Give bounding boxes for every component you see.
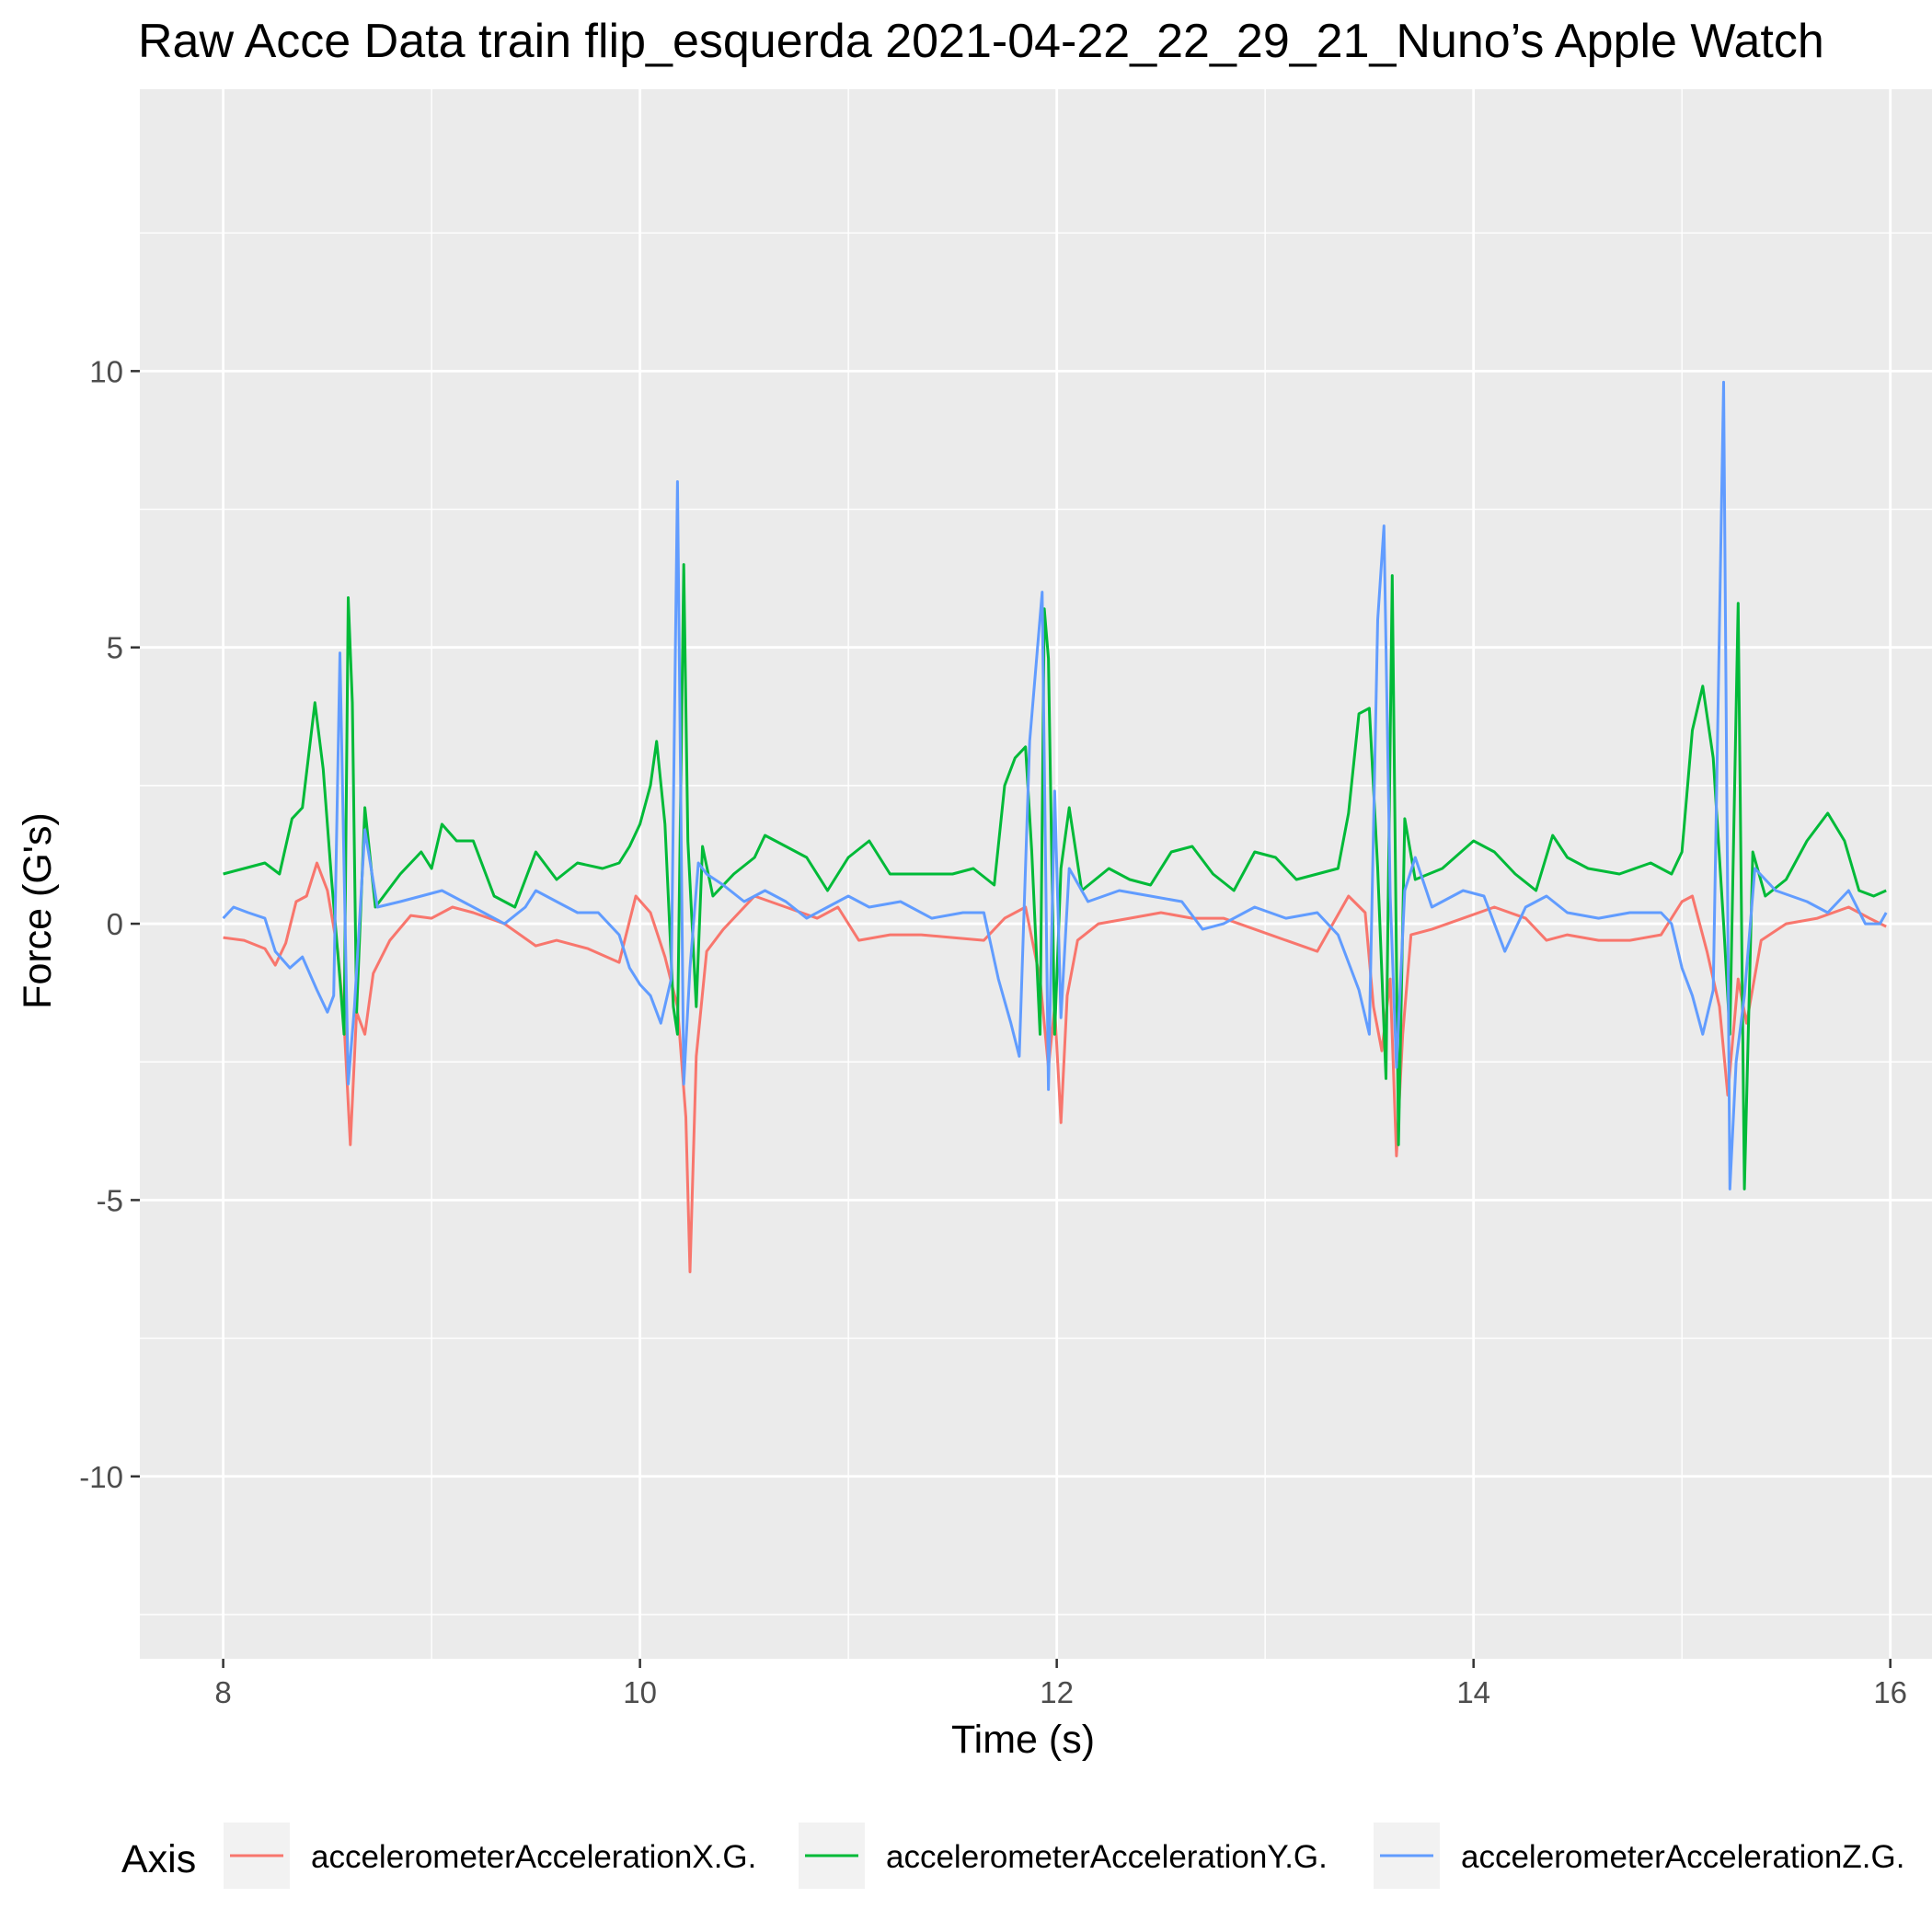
grid-minor-lines bbox=[140, 89, 1932, 1659]
plot-panel bbox=[140, 89, 1932, 1659]
legend-label: accelerometerAccelerationY.G. bbox=[886, 1839, 1328, 1875]
legend-label: accelerometerAccelerationZ.G. bbox=[1461, 1839, 1904, 1875]
y-tick-label: -5 bbox=[97, 1183, 123, 1217]
y-tick-label: 10 bbox=[89, 354, 123, 388]
x-tick-label: 16 bbox=[1873, 1675, 1907, 1709]
series-layer bbox=[222, 380, 1888, 1273]
legend-label: accelerometerAccelerationX.G. bbox=[311, 1839, 756, 1875]
legend: Axis accelerometerAccelerationX.G. accele… bbox=[121, 1823, 1904, 1889]
x-tick-label: 12 bbox=[1040, 1675, 1074, 1709]
x-axis-title: Time (s) bbox=[951, 1718, 1095, 1762]
x-tick-label: 10 bbox=[623, 1675, 657, 1709]
legend-title: Axis bbox=[121, 1837, 196, 1881]
chart-title: Raw Acce Data train flip_esquerda 2021-0… bbox=[138, 15, 1824, 68]
x-tick-label: 8 bbox=[214, 1675, 231, 1709]
y-tick-label: 0 bbox=[107, 907, 123, 941]
y-tick-label: 5 bbox=[107, 631, 123, 665]
series-line-3 bbox=[222, 380, 1888, 1190]
x-tick-label: 14 bbox=[1456, 1675, 1490, 1709]
y-axis-title: Force (G's) bbox=[16, 812, 60, 1009]
y-tick-label: -10 bbox=[79, 1460, 123, 1494]
axis-ticks: 8 10 12 14 16 -10 -5 0 5 10 bbox=[79, 354, 1907, 1709]
legend-items: accelerometerAccelerationX.G. acceleromet… bbox=[224, 1823, 1904, 1889]
